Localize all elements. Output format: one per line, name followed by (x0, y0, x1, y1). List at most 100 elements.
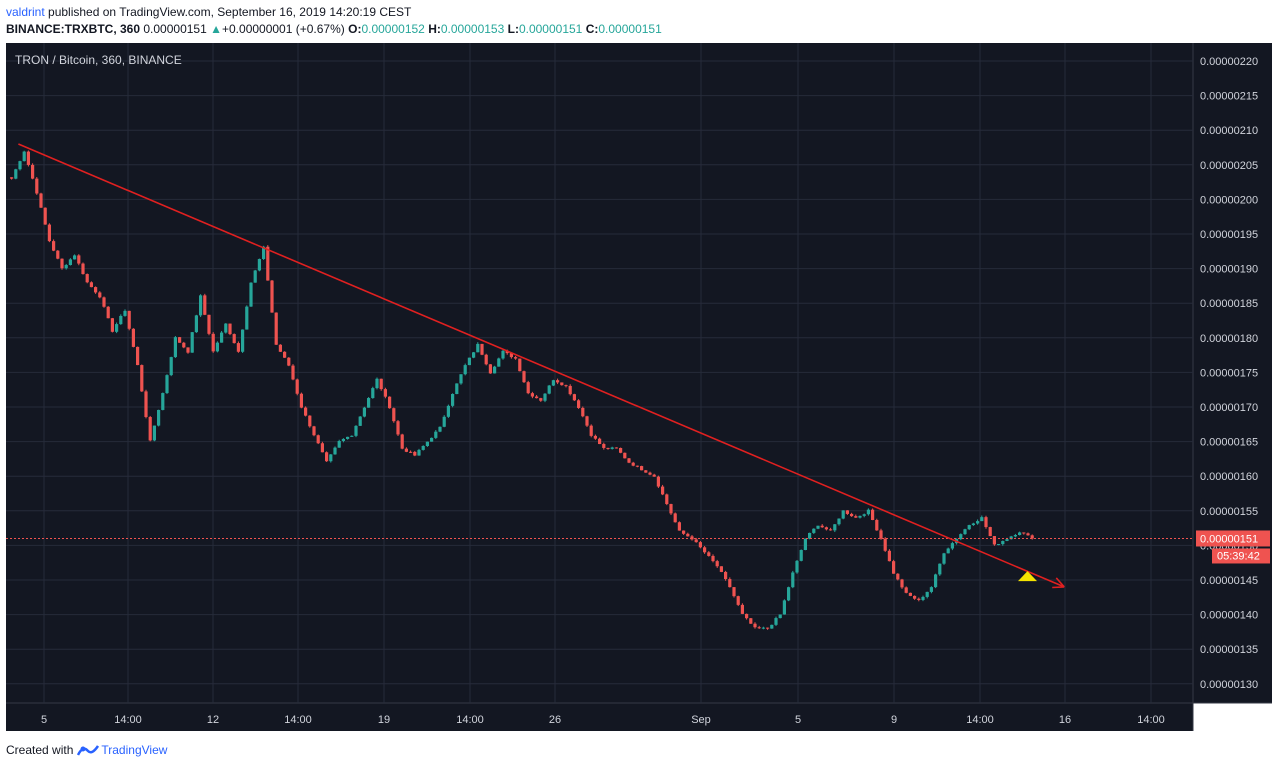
candle (299, 393, 303, 408)
trendline[interactable] (18, 143, 1065, 589)
candles (10, 150, 1034, 630)
candle (472, 352, 476, 358)
candle (505, 350, 509, 354)
footer: Created with TradingView (6, 743, 167, 757)
tradingview-link[interactable]: TradingView (101, 743, 168, 757)
candle (119, 315, 123, 325)
candle (858, 515, 862, 518)
candle (732, 587, 736, 597)
candle (1018, 532, 1022, 536)
published-text: published on TradingView.com, September … (44, 5, 412, 19)
candle (766, 627, 770, 629)
candle (194, 315, 198, 333)
price-chart[interactable]: 0.00000220 0.00000215 0.00000210 0.00000205… (6, 43, 1272, 731)
candle (925, 591, 929, 597)
candle (362, 407, 366, 417)
high-value: 0.00000153 (440, 22, 505, 36)
candle (115, 324, 119, 332)
countdown-tag (1212, 548, 1270, 564)
candle (682, 530, 686, 534)
candle (35, 178, 39, 194)
candle (635, 465, 639, 467)
plot-area[interactable] (6, 43, 1193, 703)
candle (812, 528, 816, 533)
candle (295, 379, 299, 394)
candle (896, 573, 900, 580)
candle (350, 435, 354, 437)
trendline-segment (18, 143, 1065, 588)
low-label: L: (507, 22, 519, 36)
candle (451, 393, 455, 406)
candle (270, 280, 274, 313)
candle (946, 548, 950, 554)
candle (560, 382, 564, 386)
candle (736, 596, 740, 605)
candle (203, 295, 207, 315)
candle (1013, 535, 1017, 537)
candle (211, 333, 215, 352)
candle (568, 385, 572, 395)
candle (908, 592, 912, 596)
close-label: C: (585, 22, 599, 36)
price-tick-label: 0.00000130 (1200, 679, 1258, 691)
candle (64, 265, 68, 269)
candle (770, 624, 774, 629)
candle (942, 553, 946, 564)
candle (984, 517, 988, 528)
breakout-marker-icon (1018, 571, 1037, 582)
time-tick-label: 19 (378, 714, 390, 726)
candle (988, 527, 992, 537)
candle (845, 510, 849, 514)
candle (871, 509, 875, 520)
price-change: +0.00000001 (+0.67%) (222, 22, 345, 36)
candle (535, 396, 539, 399)
candle (782, 600, 786, 615)
candle (186, 347, 190, 353)
high-label: H: (428, 22, 441, 36)
price-tick-label: 0.00000195 (1200, 229, 1258, 241)
candle (1009, 536, 1013, 540)
candle (556, 380, 560, 383)
candle (829, 529, 833, 531)
candle (127, 310, 131, 329)
candle (400, 434, 404, 449)
candle (94, 287, 98, 293)
candle (10, 177, 14, 179)
candle (60, 258, 64, 269)
candle (1005, 539, 1009, 542)
candle (711, 555, 715, 562)
price-axis[interactable] (1193, 43, 1272, 703)
candle (26, 151, 30, 165)
candle (148, 417, 152, 441)
time-axis[interactable] (6, 703, 1193, 731)
author-link[interactable]: valdrint (6, 5, 45, 19)
time-tick-label: 9 (891, 714, 897, 726)
candle (572, 394, 576, 401)
candle (421, 446, 425, 450)
created-with-label: Created with (6, 743, 74, 757)
candle (892, 561, 896, 574)
candle (497, 358, 501, 367)
price-tick-label: 0.00000160 (1200, 471, 1258, 483)
time-tick-label: 26 (549, 714, 561, 726)
candle (354, 425, 358, 436)
candle (102, 297, 106, 307)
candle (749, 618, 753, 624)
tradingview-logo-icon (77, 745, 100, 756)
candle (619, 447, 623, 453)
price-tick-label: 0.00000175 (1200, 367, 1258, 379)
candle (900, 579, 904, 588)
candle (833, 524, 837, 531)
candle (866, 509, 870, 515)
candle (52, 241, 56, 251)
candle (396, 421, 400, 435)
candle (808, 532, 812, 539)
candle (480, 343, 484, 355)
candle (287, 357, 291, 366)
candle (434, 431, 438, 438)
candle (379, 378, 383, 390)
candle (291, 365, 295, 380)
candle (417, 449, 421, 456)
candle (753, 623, 757, 628)
candle (606, 447, 610, 449)
